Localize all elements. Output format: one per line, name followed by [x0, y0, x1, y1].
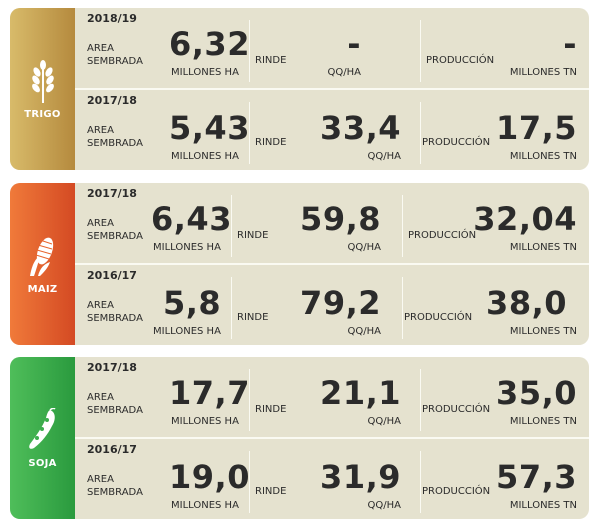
produccion-value: - — [563, 25, 577, 63]
divider — [420, 369, 421, 431]
stats-row-soja-2: 2016/17 AREA SEMBRADA 19,0 MILLONES HA RI… — [75, 439, 589, 519]
stats-row-soja-1: 2017/18 AREA SEMBRADA 17,7 MILLONES HA RI… — [75, 357, 589, 437]
area-value: 19,0 — [169, 458, 250, 496]
rinde-unit: QQ/HA — [367, 500, 401, 511]
rinde-unit: QQ/HA — [347, 326, 381, 337]
rinde-unit: QQ/HA — [327, 67, 361, 78]
area-unit: MILLONES HA — [171, 67, 239, 78]
divider — [249, 20, 250, 82]
produccion-unit: MILLONES TN — [509, 67, 577, 78]
area-unit: MILLONES HA — [153, 326, 221, 337]
area-label: AREA SEMBRADA — [87, 43, 143, 67]
area-label: AREA SEMBRADA — [87, 300, 143, 324]
produccion-unit: MILLONES TN — [509, 500, 577, 511]
crop-card-trigo: TRIGO 2018/19 AREA SEMBRADA 6,32 MILLONES… — [10, 8, 589, 170]
produccion-label: PRODUCCIÓN — [404, 312, 473, 323]
rinde-unit: QQ/HA — [367, 151, 401, 162]
season-label: 2016/17 — [87, 269, 137, 282]
produccion-label: PRODUCCIÓN — [422, 486, 491, 497]
crop-band-soja: SOJA — [10, 357, 75, 519]
rinde-label: RINDE — [255, 404, 287, 415]
area-value: 6,32 — [169, 25, 250, 63]
season-label: 2017/18 — [87, 187, 137, 200]
divider — [249, 102, 250, 164]
divider — [249, 451, 250, 513]
season-label: 2017/18 — [87, 361, 137, 374]
rinde-value: 21,1 — [320, 374, 401, 412]
area-unit: MILLONES HA — [171, 500, 239, 511]
produccion-value: 35,0 — [496, 374, 577, 412]
crop-card-soja: SOJA 2017/18 AREA SEMBRADA 17,7 MILLONES … — [10, 357, 589, 519]
row-divider — [75, 437, 589, 439]
crop-band-maiz: MAIZ — [10, 183, 75, 345]
rinde-value: 33,4 — [320, 109, 401, 147]
season-label: 2017/18 — [87, 94, 137, 107]
corn-icon — [29, 237, 53, 276]
produccion-unit: MILLONES TN — [509, 326, 577, 337]
produccion-label: PRODUCCIÓN — [408, 230, 477, 241]
season-label: 2016/17 — [87, 443, 137, 456]
crop-card-maiz: MAIZ 2017/18 AREA SEMBRADA 6,43 MILLONES … — [10, 183, 589, 345]
divider — [420, 451, 421, 513]
divider — [420, 20, 421, 82]
divider — [249, 369, 250, 431]
area-label: AREA SEMBRADA — [87, 392, 143, 416]
produccion-unit: MILLONES TN — [509, 151, 577, 162]
produccion-label: PRODUCCIÓN — [422, 404, 491, 415]
produccion-value: 38,0 — [486, 284, 567, 322]
divider — [420, 102, 421, 164]
area-unit: MILLONES HA — [171, 151, 239, 162]
season-label: 2018/19 — [87, 12, 137, 25]
produccion-value: 32,04 — [473, 200, 577, 238]
area-label: AREA SEMBRADA — [87, 125, 143, 149]
produccion-unit: MILLONES TN — [509, 416, 577, 427]
area-value: 5,43 — [169, 109, 250, 147]
stats-row-maiz-2: 2016/17 AREA SEMBRADA 5,8 MILLONES HA RIN… — [75, 265, 589, 345]
crop-name-soja: SOJA — [28, 457, 57, 469]
rinde-value: 59,8 — [300, 200, 381, 238]
rinde-label: RINDE — [255, 486, 287, 497]
rinde-label: RINDE — [255, 55, 287, 66]
rinde-label: RINDE — [255, 137, 287, 148]
row-divider — [75, 88, 589, 90]
stats-row-trigo-1: 2018/19 AREA SEMBRADA 6,32 MILLONES HA RI… — [75, 8, 589, 88]
produccion-label: PRODUCCIÓN — [422, 137, 491, 148]
crop-name-trigo: TRIGO — [24, 108, 61, 120]
divider — [231, 277, 232, 339]
rinde-unit: QQ/HA — [347, 242, 381, 253]
area-value: 6,43 — [151, 200, 232, 238]
crop-band-trigo: TRIGO — [10, 8, 75, 170]
rinde-value: - — [347, 25, 361, 63]
area-label: AREA SEMBRADA — [87, 474, 143, 498]
divider — [402, 195, 403, 257]
produccion-value: 57,3 — [496, 458, 577, 496]
row-divider — [75, 263, 589, 265]
wheat-icon — [31, 59, 54, 103]
crop-name-maiz: MAIZ — [27, 283, 58, 295]
stats-row-maiz-1: 2017/18 AREA SEMBRADA 6,43 MILLONES HA RI… — [75, 183, 589, 263]
soybean-icon — [28, 407, 56, 449]
area-unit: MILLONES HA — [171, 416, 239, 427]
produccion-unit: MILLONES TN — [509, 242, 577, 253]
divider — [231, 195, 232, 257]
produccion-label: PRODUCCIÓN — [426, 55, 495, 66]
stats-row-trigo-2: 2017/18 AREA SEMBRADA 5,43 MILLONES HA RI… — [75, 90, 589, 170]
rinde-value: 79,2 — [300, 284, 381, 322]
rinde-unit: QQ/HA — [367, 416, 401, 427]
produccion-value: 17,5 — [496, 109, 577, 147]
rinde-label: RINDE — [237, 312, 269, 323]
rinde-value: 31,9 — [320, 458, 401, 496]
area-value: 17,7 — [169, 374, 250, 412]
divider — [402, 277, 403, 339]
area-unit: MILLONES HA — [153, 242, 221, 253]
rinde-label: RINDE — [237, 230, 269, 241]
area-label: AREA SEMBRADA — [87, 218, 143, 242]
area-value: 5,8 — [163, 284, 222, 322]
